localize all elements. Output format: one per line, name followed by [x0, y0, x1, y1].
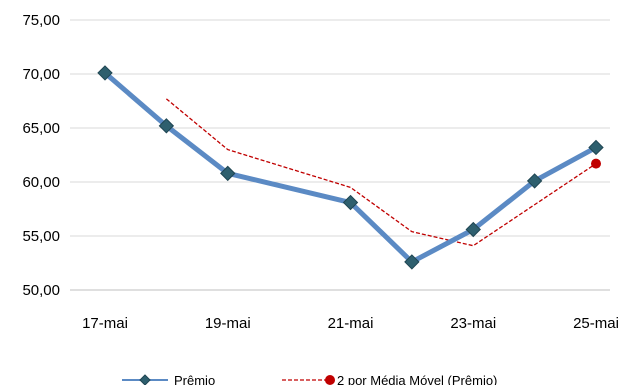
- y-tick-label: 65,00: [22, 120, 60, 137]
- y-axis-ticks: 50,00 55,00 60,00 65,00 70,00 75,00: [22, 12, 60, 299]
- series-layer: [97, 65, 604, 270]
- legend-premio-marker: [139, 374, 151, 385]
- premio-point: [526, 173, 543, 189]
- x-tick-label: 21-mai: [328, 315, 374, 332]
- premio-point: [342, 194, 359, 211]
- legend-premio-label: Prêmio: [174, 373, 215, 385]
- premio-point: [97, 65, 113, 81]
- premio-point: [220, 165, 236, 182]
- legend-ma-label: 2 por Média Móvel (Prêmio): [337, 373, 497, 385]
- y-tick-label: 55,00: [22, 228, 60, 245]
- premio-point: [588, 139, 604, 156]
- x-tick-label: 25-mai: [573, 315, 619, 332]
- premio-point: [158, 118, 175, 134]
- y-tick-label: 75,00: [22, 12, 60, 29]
- y-tick-label: 50,00: [22, 282, 60, 299]
- y-tick-label: 60,00: [22, 174, 60, 191]
- premio-point: [404, 254, 420, 270]
- moving-average-end-point: [591, 158, 601, 169]
- premio-line: [102, 70, 599, 265]
- x-axis-ticks: 17-mai 19-mai 21-mai 23-mai 25-mai: [82, 315, 619, 332]
- legend: Prêmio 2 por Média Móvel (Prêmio): [122, 373, 497, 385]
- x-tick-label: 23-mai: [450, 315, 496, 332]
- legend-ma-marker: [325, 375, 335, 385]
- premio-point: [465, 221, 481, 238]
- gridlines: [70, 19, 610, 291]
- y-tick-label: 70,00: [22, 66, 60, 83]
- x-tick-label: 17-mai: [82, 315, 128, 332]
- moving-average-line: [165, 98, 597, 247]
- x-tick-label: 19-mai: [205, 315, 251, 332]
